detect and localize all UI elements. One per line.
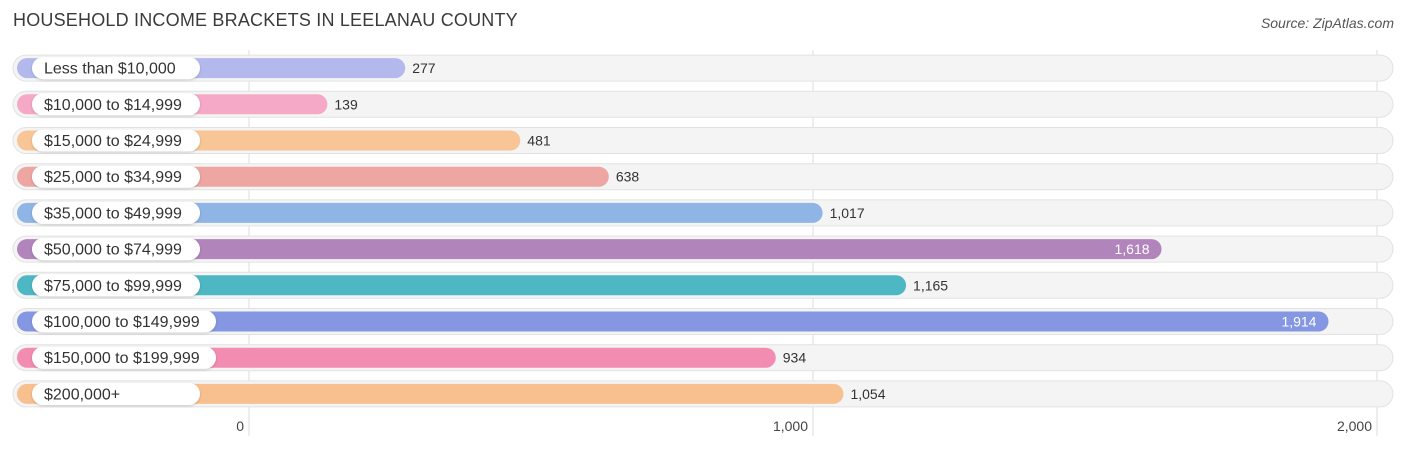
bar	[17, 202, 823, 223]
bar-row: $10,000 to $14,999 139	[12, 90, 1394, 118]
bar	[17, 239, 1162, 260]
category-label: $200,000+	[44, 386, 120, 403]
tick-label: 0	[236, 418, 244, 434]
value-label: 1,165	[913, 277, 948, 293]
value-label: 481	[527, 133, 551, 149]
x-axis-ticks: 0 1,000 2,000	[236, 418, 1372, 434]
value-label: 1,054	[850, 386, 885, 402]
category-label: $50,000 to $74,999	[44, 242, 182, 259]
bar	[17, 275, 907, 296]
category-label-pill	[32, 238, 200, 261]
value-label: 139	[334, 96, 358, 112]
category-label: $25,000 to $34,999	[44, 169, 182, 186]
bar-row: Less than $10,000 277	[12, 54, 1394, 82]
value-label: 934	[783, 350, 807, 366]
bar	[17, 383, 844, 404]
bar-row: $35,000 to $49,999 1,017	[12, 199, 1394, 227]
category-label-pill	[32, 274, 200, 297]
category-label-pill	[32, 310, 216, 333]
category-label-pill	[32, 382, 200, 405]
bar-row: $50,000 to $74,999 1,618	[12, 235, 1394, 263]
category-label: Less than $10,000	[44, 61, 176, 78]
value-label: 1,914	[1281, 314, 1316, 330]
bar-rows: Less than $10,000 277 $10,000 to $14,999 13…	[12, 54, 1394, 408]
category-label-pill	[32, 129, 200, 152]
category-label-pill	[32, 57, 200, 80]
value-label: 638	[616, 169, 640, 185]
tick-label: 1,000	[773, 418, 808, 434]
category-label: $150,000 to $199,999	[44, 350, 200, 367]
value-label: 1,017	[830, 205, 865, 221]
bar-row: $150,000 to $199,999 934	[12, 344, 1394, 372]
bar	[17, 311, 1329, 332]
source-label: Source: ZipAtlas.com	[1260, 15, 1394, 31]
bar-row: $15,000 to $24,999 481	[12, 127, 1394, 154]
category-label: $35,000 to $49,999	[44, 205, 182, 222]
chart-title: HOUSEHOLD INCOME BRACKETS IN LEELANAU CO…	[13, 10, 518, 30]
bar-row: $25,000 to $34,999 638	[12, 163, 1394, 191]
value-label: 1,618	[1115, 241, 1150, 257]
category-label: $15,000 to $24,999	[44, 133, 182, 150]
tick-label: 2,000	[1337, 418, 1372, 434]
category-label: $100,000 to $149,999	[44, 314, 200, 331]
category-label-pill	[32, 165, 200, 188]
value-label: 277	[412, 60, 436, 76]
bar-row: $100,000 to $149,999 1,914	[12, 308, 1394, 335]
category-label-pill	[32, 346, 216, 369]
bar-row: $200,000+ 1,054	[12, 380, 1394, 408]
category-label-pill	[32, 93, 200, 116]
category-label: $75,000 to $99,999	[44, 278, 182, 295]
category-label-pill	[32, 201, 200, 224]
category-label: $10,000 to $14,999	[44, 97, 182, 114]
bar-row: $75,000 to $99,999 1,165	[12, 271, 1394, 299]
row-track	[12, 90, 1394, 118]
